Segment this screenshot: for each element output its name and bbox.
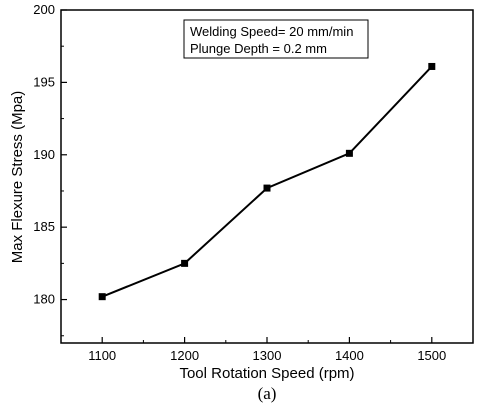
annotation-welding-speed: Welding Speed= 20 mm/min: [190, 24, 353, 39]
data-point: [181, 259, 189, 267]
data-point: [345, 149, 353, 157]
series-group: [98, 62, 436, 301]
annotation-plunge-depth: Plunge Depth = 0.2 mm: [190, 41, 327, 56]
x-axis: 1100 1200 1300 1400 1500: [88, 337, 446, 363]
x-tick-label: 1400: [335, 348, 364, 363]
y-axis: 180 185 190 195 200: [33, 2, 67, 337]
data-point: [428, 62, 436, 70]
data-point: [98, 293, 106, 301]
x-tick-label: 1300: [253, 348, 282, 363]
figure-caption: (a): [258, 384, 277, 403]
data-point: [263, 184, 271, 192]
y-tick-label: 180: [33, 292, 55, 307]
y-axis-label: Max Flexure Stress (Mpa): [9, 91, 26, 264]
annotation-box: Welding Speed= 20 mm/min Plunge Depth = …: [183, 19, 369, 59]
x-tick-label: 1500: [417, 348, 446, 363]
x-tick-label: 1100: [88, 348, 116, 363]
y-tick-label: 195: [33, 74, 55, 89]
plot-frame: [60, 9, 474, 344]
x-tick-label: 1200: [170, 348, 199, 363]
series-line: [101, 65, 433, 298]
x-axis-label: Tool Rotation Speed (rpm): [179, 365, 354, 382]
y-tick-label: 185: [33, 219, 55, 234]
y-tick-label: 190: [33, 147, 55, 162]
y-tick-label: 200: [33, 2, 55, 17]
